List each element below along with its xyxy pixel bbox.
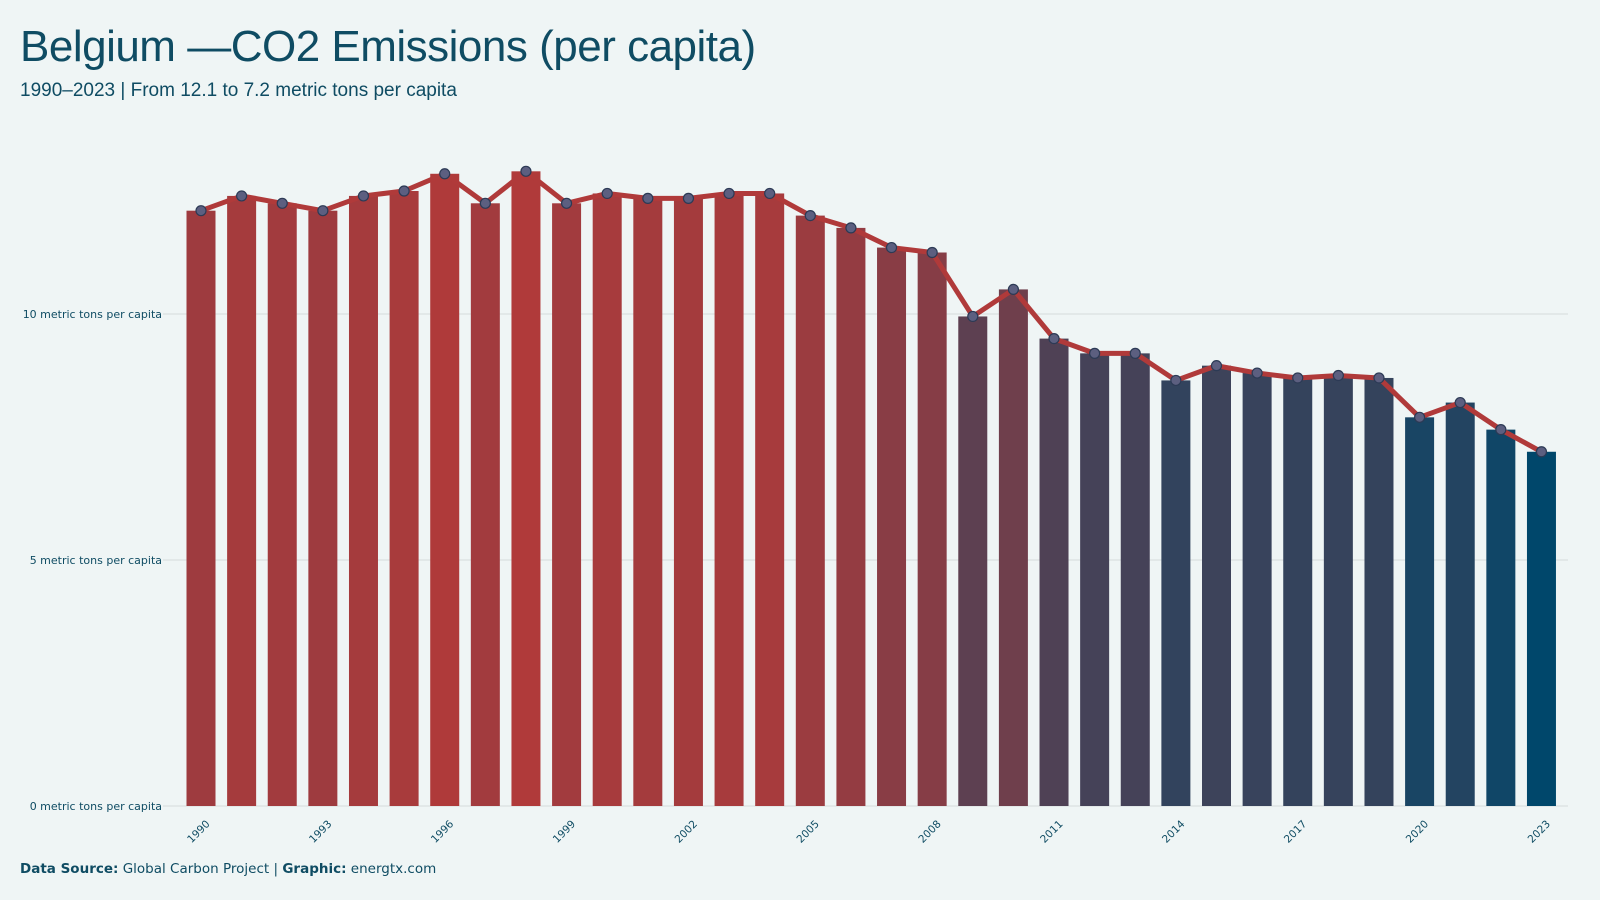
trend-line [198,168,1544,455]
bar [795,215,825,807]
bar [227,195,257,807]
bar [267,203,297,807]
bar [592,193,622,806]
x-tick-label: 2020 [1404,818,1431,845]
bar [1242,373,1272,806]
y-axis-labels: 0 metric tons per capita 5 metric tons pe… [23,308,162,813]
bar [1364,377,1394,806]
data-point [1210,360,1223,372]
graphic-value: energtx.com [350,861,437,877]
data-point [1495,424,1507,436]
x-tick-label: 2002 [673,818,700,845]
chart-subtitle: 1990–2023 | From 12.1 to 7.2 metric tons… [20,80,457,101]
bar [1202,365,1231,806]
x-tick-label: 2023 [1526,818,1553,845]
bar [1161,380,1191,806]
trend-line-path [198,168,1544,455]
bar [633,198,663,806]
bar [1486,429,1516,806]
data-point [1373,372,1385,384]
chart-title: Belgium —CO2 Emissions (per capita) [20,22,756,71]
bar [552,203,582,807]
bar [1526,451,1556,806]
y-tick-label: 10 metric tons per capita [23,308,162,321]
data-point [1170,374,1182,387]
bar [470,203,500,807]
bar [1120,353,1150,806]
data-point [845,222,857,234]
data-point [723,187,735,200]
bar [308,210,338,806]
data-point [885,241,898,254]
data-point [601,187,613,200]
data-point [1292,372,1304,384]
data-point [926,246,938,259]
bar [389,191,419,806]
bar [348,195,378,807]
y-tick-label: 0 metric tons per capita [30,800,162,813]
source-label: Data Source: [20,861,119,877]
data-point [236,190,248,202]
graphic-label: Graphic: [282,861,347,877]
source-value: Global Carbon Project [122,861,270,877]
footer: Data Source: Global Carbon Project | Gra… [20,861,436,877]
data-point [560,197,573,209]
bar [755,193,785,806]
bars [186,171,1556,807]
data-point [1048,333,1060,345]
x-tick-label: 1993 [307,818,334,845]
bar [998,289,1028,806]
bar [1039,338,1069,806]
data-point [1535,446,1548,458]
data-point [1413,411,1426,423]
x-tick-label: 1990 [185,818,212,845]
data-point [642,192,654,204]
bar [430,173,460,806]
bar [1405,417,1435,806]
data-point [682,192,695,204]
y-tick-label: 5 metric tons per capita [30,554,162,567]
data-point [1089,347,1101,359]
data-point [276,197,288,209]
data-point [1332,369,1344,382]
bar [673,198,703,806]
data-point [1251,367,1263,379]
bar [1323,375,1353,806]
x-tick-label: 1996 [429,818,457,846]
bar [958,316,988,806]
data-point [520,165,532,177]
x-tick-label: 2014 [1160,818,1188,846]
bar [714,193,744,806]
data-point [195,205,207,217]
data-point [804,210,816,222]
x-axis-labels: 1990 1993 1996 1999 2002 2005 2008 2011 2014 2017… [185,818,1553,846]
data-point [317,205,329,217]
data-point [479,197,491,209]
data-point [1007,283,1020,295]
x-tick-label: 2011 [1038,818,1065,845]
x-tick-label: 2005 [794,818,821,845]
bar [1445,402,1475,806]
data-points [195,165,1548,458]
bar [1283,377,1313,806]
x-tick-label: 1999 [551,818,578,845]
bar [836,227,866,806]
x-tick-label: 2017 [1282,818,1309,845]
bar [877,247,907,806]
x-tick-label: 2008 [916,818,943,845]
data-point [398,185,410,197]
data-point [1129,347,1141,359]
data-point [967,310,979,323]
bar [917,252,947,806]
data-point [1454,396,1466,409]
data-point [764,187,776,200]
footer-separator: | [273,861,279,877]
bar [186,210,216,806]
data-point [439,168,451,180]
data-point [357,190,370,202]
bar [1080,353,1110,806]
bar [511,171,541,806]
